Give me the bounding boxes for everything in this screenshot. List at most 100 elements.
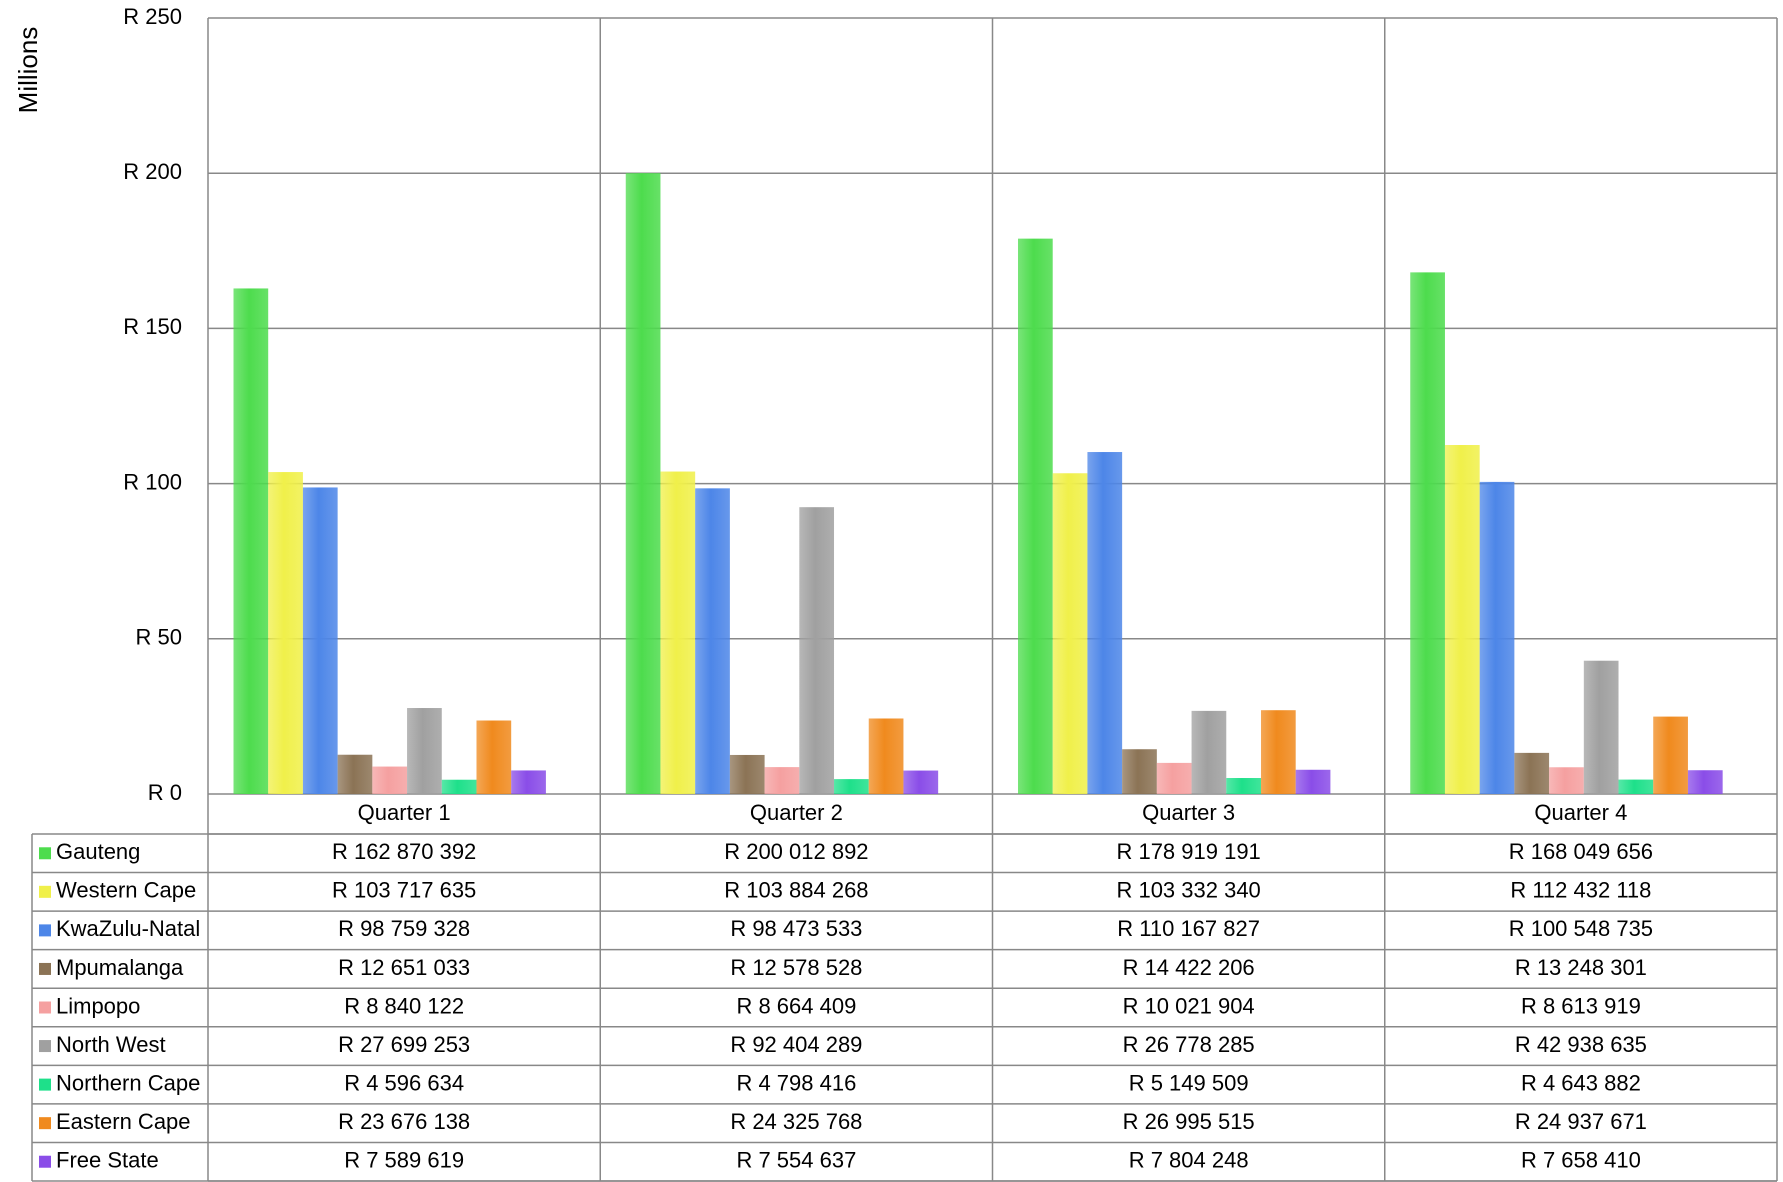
table-cell: R 24 325 768 (730, 1109, 862, 1134)
legend-label: Free State (56, 1148, 159, 1173)
bar (511, 770, 546, 794)
bar (1444, 445, 1480, 794)
legend-label: Northern Cape (56, 1070, 200, 1095)
table-cell: R 103 884 268 (724, 878, 868, 903)
table-cell: R 112 432 118 (1510, 878, 1651, 903)
table-cell: R 98 473 533 (730, 916, 862, 941)
bar (868, 718, 904, 794)
bar (625, 173, 661, 795)
y-tick-label: R 200 (123, 159, 182, 184)
bar (1479, 481, 1515, 794)
table-cell: R 7 658 410 (1521, 1148, 1641, 1173)
bar (233, 288, 269, 794)
bar (1122, 749, 1157, 794)
bar (799, 507, 835, 794)
table-cell: R 23 676 138 (338, 1109, 470, 1134)
legend-label: Gauteng (56, 839, 140, 864)
y-tick-label: R 250 (123, 4, 182, 29)
table-cell: R 14 422 206 (1123, 955, 1255, 980)
bar (1549, 767, 1584, 794)
table-cell: R 42 938 635 (1515, 1032, 1647, 1057)
x-tick-label: Quarter 1 (358, 800, 451, 825)
table-cell: R 27 699 253 (338, 1032, 470, 1057)
bar (1191, 710, 1227, 794)
bar (729, 754, 765, 794)
bar (1156, 762, 1192, 794)
bar (1087, 452, 1123, 794)
legend-label: Limpopo (56, 993, 140, 1018)
y-tick-label: R 100 (123, 469, 182, 494)
bar (476, 720, 512, 794)
bar (1295, 769, 1331, 794)
table-cell: R 26 995 515 (1123, 1109, 1255, 1134)
bar (268, 472, 303, 794)
table-cell: R 103 332 340 (1116, 878, 1260, 903)
legend-swatch (39, 924, 51, 937)
table-cell: R 200 012 892 (724, 839, 868, 864)
y-tick-label: R 150 (123, 314, 182, 339)
bar (1618, 779, 1654, 794)
table-cell: R 10 021 904 (1123, 993, 1255, 1018)
bar (1653, 716, 1688, 794)
bar (764, 767, 800, 794)
x-tick-label: Quarter 3 (1142, 800, 1235, 825)
bar (441, 779, 477, 794)
table-cell: R 8 664 409 (736, 993, 856, 1018)
table-cell: R 12 578 528 (730, 955, 862, 980)
bar (695, 488, 730, 794)
table-cell: R 13 248 301 (1515, 955, 1647, 980)
table-cell: R 162 870 392 (332, 839, 476, 864)
table-cell: R 178 919 191 (1116, 839, 1260, 864)
bar (1226, 778, 1261, 794)
table-cell: R 4 596 634 (344, 1070, 464, 1095)
bar (372, 766, 408, 794)
bar (1583, 660, 1619, 794)
bar (1410, 272, 1445, 794)
x-tick-label: Quarter 2 (750, 800, 843, 825)
y-tick-label: R 50 (136, 625, 182, 650)
bar (1017, 238, 1053, 794)
table-cell: R 5 149 509 (1129, 1070, 1249, 1095)
table-cell: R 8 840 122 (344, 993, 464, 1018)
legend-label: Eastern Cape (56, 1109, 191, 1134)
legend-swatch (39, 1155, 51, 1168)
table-cell: R 12 651 033 (338, 955, 470, 980)
table-cell: R 7 589 619 (344, 1148, 464, 1173)
bar (302, 487, 338, 794)
legend-label: North West (56, 1032, 166, 1057)
legend-label: KwaZulu-Natal (56, 916, 200, 941)
legend-label: Western Cape (56, 878, 196, 903)
legend-label: Mpumalanga (56, 955, 184, 980)
bar (1052, 473, 1088, 794)
legend-swatch (39, 962, 51, 975)
table-cell: R 168 049 656 (1509, 839, 1653, 864)
legend-swatch (39, 1040, 51, 1053)
bar (1260, 710, 1296, 794)
bar (407, 708, 442, 794)
bar (337, 754, 373, 794)
table-cell: R 4 798 416 (736, 1070, 856, 1095)
table-cell: R 4 643 882 (1521, 1070, 1641, 1095)
table-cell: R 98 759 328 (338, 916, 470, 941)
table-cell: R 110 167 827 (1117, 916, 1260, 941)
table-cell: R 100 548 735 (1509, 916, 1653, 941)
y-axis-label: Millions (13, 27, 43, 114)
legend-swatch (39, 885, 51, 898)
table-cell: R 24 937 671 (1515, 1109, 1647, 1134)
table-cell: R 26 778 285 (1123, 1032, 1255, 1057)
legend-swatch (39, 1078, 51, 1091)
legend-swatch (39, 1117, 51, 1130)
table-cell: R 7 554 637 (736, 1148, 856, 1173)
legend-swatch (39, 1001, 51, 1014)
table-cell: R 7 804 248 (1129, 1148, 1249, 1173)
table-cell: R 8 613 919 (1521, 993, 1641, 1018)
x-tick-label: Quarter 4 (1534, 800, 1627, 825)
bar (1687, 770, 1723, 794)
bar (660, 471, 696, 794)
y-tick-label: R 0 (148, 780, 182, 805)
bar (834, 779, 869, 794)
bar (903, 770, 939, 794)
table-cell: R 92 404 289 (730, 1032, 862, 1057)
bar (1514, 752, 1550, 794)
